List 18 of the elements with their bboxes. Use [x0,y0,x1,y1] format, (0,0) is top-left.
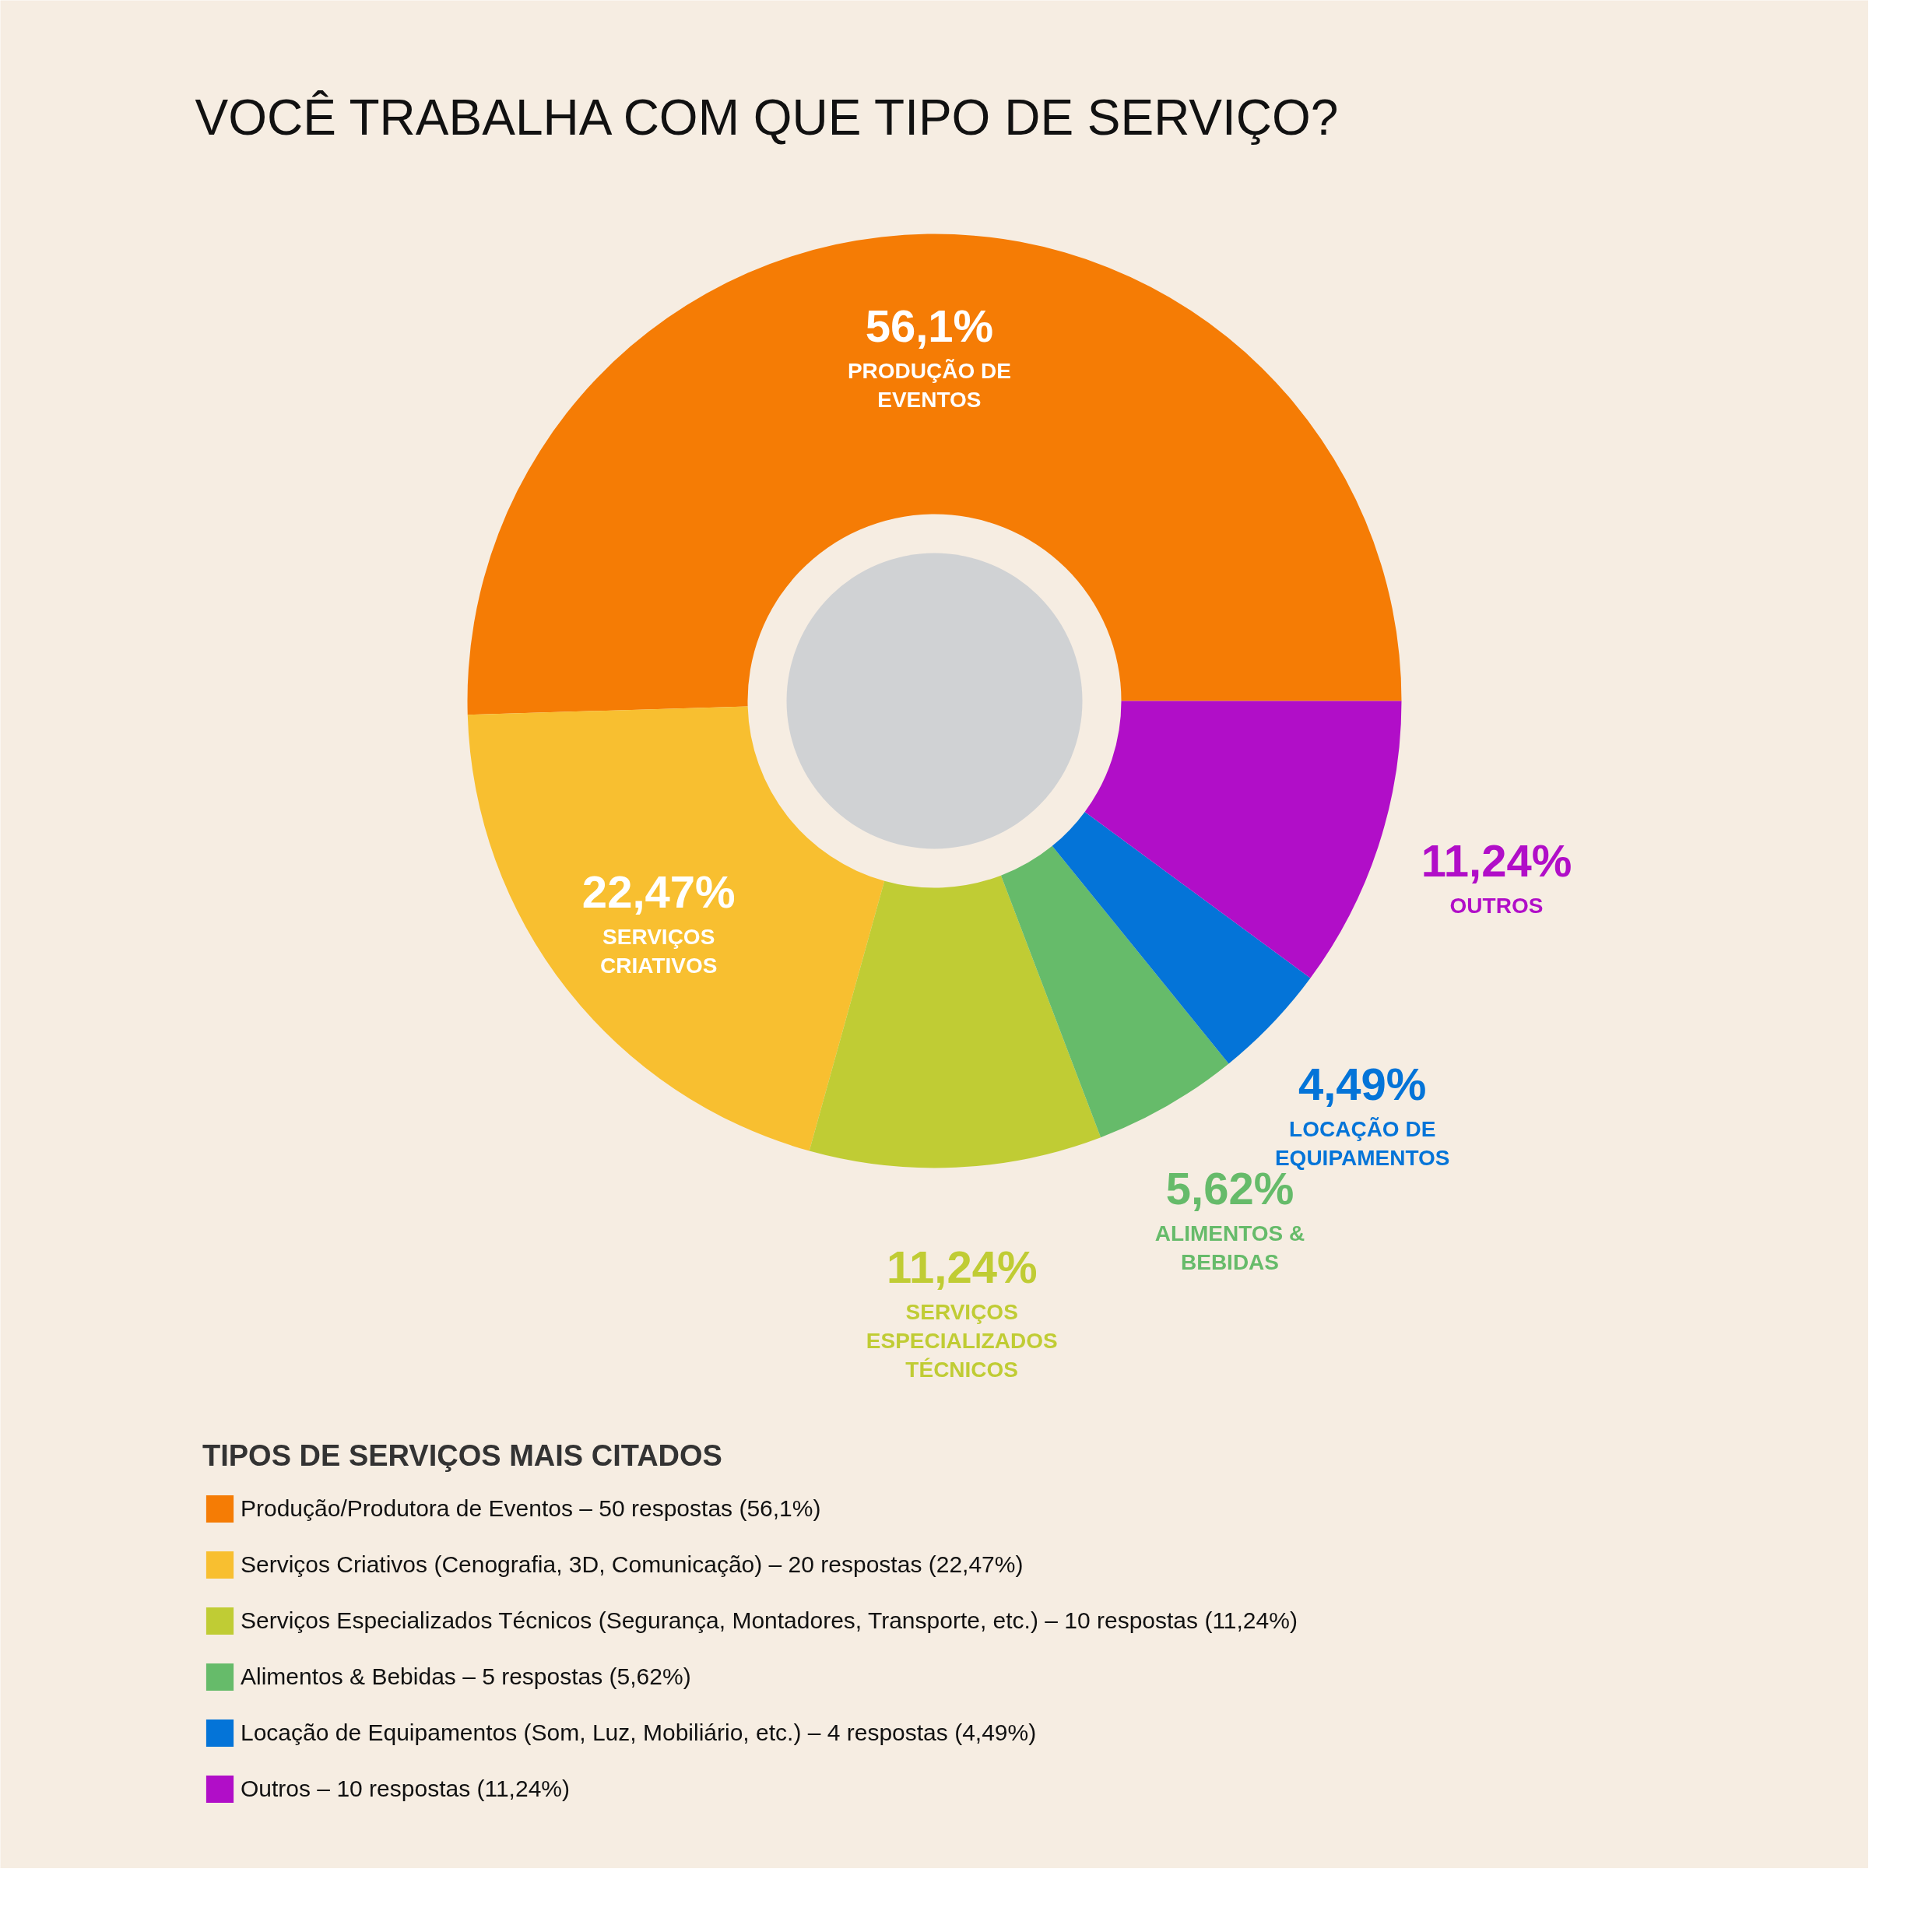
text: SERVIÇOS ESPECIALIZADOS TÉCNICOS [866,1299,1058,1382]
legend-title: TIPOS DE SERVIÇOS MAIS CITADOS [202,1439,723,1473]
legend-label: Locação de Equipamentos (Som, Luz, Mobiliário, etc.) – 4 respostas (4,49%) [241,1719,1037,1746]
chart-title: VOCÊ TRABALHA COM QUE TIPO DE SERVIÇO? [195,89,1339,146]
legend-label: Serviços Criativos (Cenografia, 3D, Comunicação) – 20 respostas (22,47%) [241,1551,1024,1578]
legend-label: Serviços Especializados Técnicos (Segurança, Montadores, Transporte, etc.) – 10 respostas (11,24%) [241,1607,1298,1634]
text: SERVIÇOS CRIATIVOS [600,924,718,978]
data-label: 22,47% [581,866,736,917]
data-label: 56,1% [865,300,994,351]
legend-label: Outros – 10 respostas (11,24%) [241,1776,570,1802]
legend-label: Alimentos & Bebidas – 5 respostas (5,62%) [241,1663,691,1690]
data-label: 11,24% [1421,834,1572,886]
text: PRODUÇÃO DE EVENTOS [847,358,1011,412]
text: OUTROS [1449,893,1544,918]
data-label: 11,24% [886,1241,1038,1292]
data-label: 4,49% [1298,1059,1427,1110]
text: ALIMENTOS & BEBIDAS [1154,1221,1305,1275]
legend-label: Produção/Produtora de Eventos – 50 respostas (56,1%) [241,1495,821,1522]
